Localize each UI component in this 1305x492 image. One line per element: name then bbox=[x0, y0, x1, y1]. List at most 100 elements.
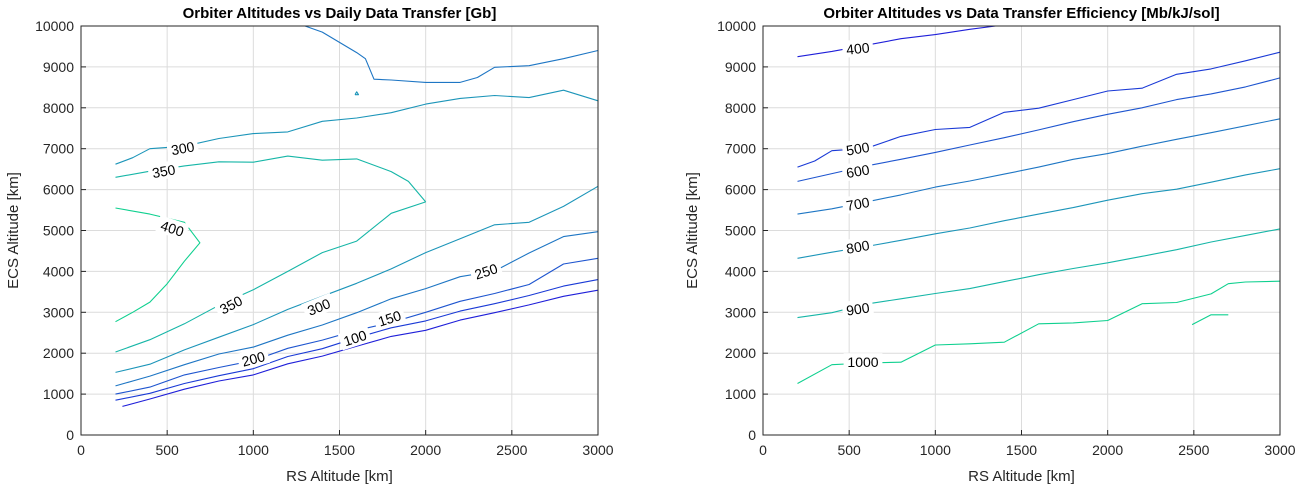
right-contour-line-800 bbox=[797, 168, 1281, 259]
x-tick-label: 1500 bbox=[324, 442, 355, 458]
left-x-axis-label: RS Altitude [km] bbox=[286, 468, 393, 485]
right-contour-line-1000 bbox=[797, 280, 1281, 384]
y-tick-label: 10000 bbox=[717, 18, 756, 34]
y-tick-label: 5000 bbox=[725, 223, 756, 239]
right-contour-label: 800 bbox=[845, 237, 871, 257]
left-contour-label-group: 250 bbox=[468, 258, 504, 284]
right-contour-line-400 bbox=[797, 25, 996, 58]
contour-label-bg bbox=[841, 37, 874, 59]
right-contour-line-600 bbox=[797, 77, 1281, 182]
left-contour-line-100 bbox=[122, 289, 599, 407]
left-contour-label: 100 bbox=[341, 327, 368, 350]
right-contour-label-group: 500 bbox=[841, 137, 875, 160]
contour-label-bg bbox=[841, 137, 875, 160]
right-ticks: 0 500 1000 1500 2000 2500 3000 0 1000 2000 3000 400… bbox=[717, 18, 1296, 458]
contour-label-bg bbox=[372, 305, 407, 331]
y-tick-label: 8000 bbox=[43, 100, 74, 116]
x-tick-label: 500 bbox=[837, 442, 861, 458]
y-tick-label: 8000 bbox=[725, 100, 756, 116]
left-chart-title: Orbiter Altitudes vs Daily Data Transfer… bbox=[183, 5, 497, 22]
contour-label-bg bbox=[236, 346, 271, 371]
y-tick-label: 9000 bbox=[725, 59, 756, 75]
right-contour-label: 600 bbox=[845, 161, 871, 181]
contour-label-bg bbox=[841, 192, 875, 215]
right-x-axis-label: RS Altitude [km] bbox=[968, 468, 1075, 485]
right-chart-title: Orbiter Altitudes vs Data Transfer Effic… bbox=[823, 5, 1219, 22]
left-contour-lines bbox=[115, 25, 599, 407]
right-contour-label-group: 900 bbox=[841, 297, 875, 320]
y-tick-label: 0 bbox=[748, 427, 756, 443]
left-contour-label: 400 bbox=[159, 217, 186, 240]
left-ticks: 0 500 1000 1500 2000 2500 3000 0 1000 2000 3000 400… bbox=[35, 18, 614, 458]
y-tick-label: 1000 bbox=[725, 386, 756, 402]
y-tick-label: 5000 bbox=[43, 223, 74, 239]
x-tick-label: 500 bbox=[155, 442, 179, 458]
y-tick-label: 0 bbox=[66, 427, 74, 443]
contour-label-bg bbox=[301, 292, 336, 321]
left-contour-label: 200 bbox=[240, 348, 267, 370]
y-tick-label: 7000 bbox=[725, 141, 756, 157]
left-contour-label-group: 300 bbox=[166, 136, 200, 159]
left-contour-line-300 bbox=[115, 185, 599, 373]
left-y-axis-label: ECS Altitude [km] bbox=[5, 172, 22, 289]
left-contour-label-group: 400 bbox=[155, 215, 190, 241]
contour-label-bg bbox=[841, 235, 875, 258]
x-tick-label: 2000 bbox=[1092, 442, 1123, 458]
right-contour-label: 1000 bbox=[847, 354, 878, 370]
y-tick-label: 4000 bbox=[725, 263, 756, 279]
right-contour-label-group: 400 bbox=[841, 37, 874, 59]
left-contour-label: 350 bbox=[151, 161, 177, 181]
right-contour-label-group: 800 bbox=[841, 235, 875, 258]
x-tick-label: 1000 bbox=[920, 442, 951, 458]
x-tick-label: 0 bbox=[759, 442, 767, 458]
left-contour-label: 150 bbox=[376, 307, 403, 330]
y-tick-label: 2000 bbox=[43, 345, 74, 361]
right-contour-line-900 bbox=[797, 228, 1281, 319]
x-tick-label: 1500 bbox=[1006, 442, 1037, 458]
right-contour-label: 700 bbox=[845, 194, 871, 214]
y-tick-label: 4000 bbox=[43, 263, 74, 279]
x-tick-label: 0 bbox=[77, 442, 85, 458]
left-contour-label-group: 350 bbox=[147, 159, 181, 182]
contour-label-bg bbox=[147, 159, 181, 182]
y-tick-label: 7000 bbox=[43, 141, 74, 157]
right-contour-label-group: 600 bbox=[841, 159, 875, 182]
x-tick-label: 2500 bbox=[1178, 442, 1209, 458]
left-contour-label-group: 100 bbox=[337, 324, 373, 351]
contour-label-bg bbox=[843, 353, 883, 371]
y-tick-label: 3000 bbox=[43, 304, 74, 320]
left-contour-label: 250 bbox=[472, 260, 499, 283]
right-contour-label-group: 1000 bbox=[843, 353, 883, 371]
right-contour-lines bbox=[797, 25, 1281, 384]
y-tick-label: 6000 bbox=[43, 182, 74, 198]
left-contour-line-unlabeled bbox=[354, 91, 360, 96]
left-contour-label-group: 150 bbox=[372, 305, 407, 331]
contour-label-bg bbox=[155, 215, 190, 241]
y-tick-label: 6000 bbox=[725, 182, 756, 198]
y-tick-label: 9000 bbox=[43, 59, 74, 75]
right-contour-label: 500 bbox=[845, 139, 871, 159]
right-contour-line-unlabeled bbox=[1191, 314, 1229, 326]
contour-label-bg bbox=[337, 324, 373, 351]
contour-label-bg bbox=[213, 289, 249, 320]
left-contour-line-unlabeled bbox=[304, 25, 599, 83]
contour-label-bg bbox=[166, 136, 200, 159]
y-tick-label: 3000 bbox=[725, 304, 756, 320]
x-tick-label: 1000 bbox=[238, 442, 269, 458]
x-tick-label: 2500 bbox=[496, 442, 527, 458]
contour-label-bg bbox=[468, 258, 504, 284]
right-y-axis-label: ECS Altitude [km] bbox=[684, 172, 701, 289]
right-contour-label: 400 bbox=[845, 39, 870, 57]
left-contour-line-350 bbox=[115, 201, 426, 353]
contour-label-bg bbox=[841, 297, 875, 320]
left-contour-label: 300 bbox=[170, 138, 196, 158]
x-tick-label: 3000 bbox=[1264, 442, 1295, 458]
contour-label-bg bbox=[841, 159, 875, 182]
x-tick-label: 2000 bbox=[410, 442, 441, 458]
y-tick-label: 2000 bbox=[725, 345, 756, 361]
